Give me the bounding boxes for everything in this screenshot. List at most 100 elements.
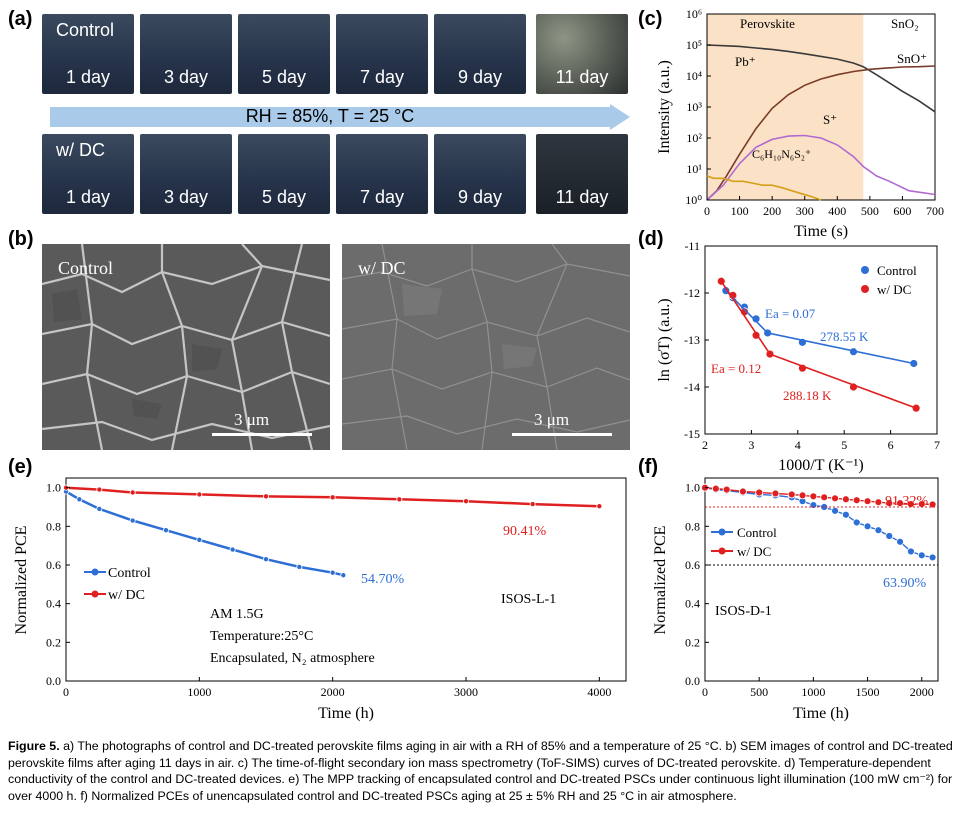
y-axis-label: Normalized PCE: [652, 526, 669, 635]
annotation-dc-end: 91.32%: [885, 494, 929, 509]
y-tick-label: 10²: [686, 131, 702, 145]
data-point: [863, 522, 872, 531]
legend-marker-dc: [718, 547, 726, 555]
x-tick-label: 1000: [187, 685, 211, 699]
series-label-c6: C₆H₁₀N₆S₂⁺: [752, 147, 811, 161]
series-line: [706, 65, 936, 201]
legend-label-dc: w/ DC: [737, 544, 771, 559]
region-label-sno2: SnO₂: [891, 16, 919, 31]
photo-row-dc: w/ DC 1 day 3 day 5 day 7 day 9 day 11 d…: [42, 134, 632, 214]
y-tick-label: 0.6: [685, 558, 700, 572]
data-point: [809, 492, 818, 501]
photo-dc-9: 9 day: [434, 134, 526, 214]
day-label: 5 day: [261, 187, 307, 207]
y-tick-label: 0.8: [46, 519, 61, 533]
data-point: [831, 506, 839, 515]
data-point: [711, 484, 720, 493]
legend-marker-dc: [861, 285, 869, 293]
x-tick-label: 2: [702, 438, 708, 452]
legend-marker-control: [861, 266, 869, 274]
arrow-shape: [50, 104, 630, 130]
annotation-control-end: 54.70%: [361, 572, 405, 587]
x-tick-label: 1000: [801, 685, 825, 699]
data-point: [874, 498, 883, 507]
annotation-condition-1: AM 1.5G: [210, 607, 264, 622]
figure-caption-text: a) The photographs of control and DC-tre…: [8, 739, 953, 803]
day-label: 11 day: [555, 187, 609, 207]
y-tick-label: 0.0: [46, 674, 61, 688]
sem-texture-control: [42, 244, 330, 450]
data-point: [852, 518, 861, 527]
day-label: 1 day: [65, 67, 111, 87]
data-point: [885, 532, 894, 540]
day-label: 3 day: [163, 187, 209, 207]
panel-label-b: (b): [8, 228, 34, 250]
chart-e-mpp-tracking: 0 1000 2000 3000 4000 0.0 0.2 0.4 0.6 0.8 1.0 Cont…: [13, 477, 627, 722]
data-point: [196, 536, 203, 543]
figure-caption-label: Figure 5.: [8, 739, 60, 753]
x-tick-label: 1500: [856, 685, 880, 699]
photo-control-11: 11 day: [536, 14, 628, 94]
x-tick-label: 200: [763, 204, 781, 218]
plot-frame: [704, 477, 939, 682]
day-label: 7 day: [359, 187, 405, 207]
data-point: [462, 498, 469, 505]
x-axis-label: 1000/T (K⁻¹): [778, 457, 863, 474]
y-tick-label: -15: [684, 427, 700, 441]
y-axis-label: ln (σT) (a.u.): [656, 298, 673, 381]
control-row-tag: Control: [56, 20, 115, 40]
scale-bar: 3 μm: [512, 410, 612, 436]
y-axis-label: Intensity (a.u.): [656, 60, 673, 154]
fit-line: [769, 353, 917, 409]
x-tick-label: 700: [926, 204, 944, 218]
annotation-condition-2: Temperature:25°C: [210, 629, 313, 644]
sem-dc-tag: w/ DC: [358, 258, 406, 278]
photo-row-control: Control 1 day 3 day 5 day 7 day 9 day 11…: [42, 14, 632, 94]
data-point: [76, 496, 83, 503]
data-point: [917, 551, 926, 560]
data-point: [896, 499, 904, 508]
photo-dc-1: w/ DC 1 day: [42, 134, 134, 214]
y-tick-label: 0.2: [685, 635, 700, 649]
tick-group: 0 500 1000 1500 2000 0.0 0.2 0.4 0.6 0.8 1.0: [685, 481, 934, 699]
tick-group: 0 1000 2000 3000 4000 0.0 0.2 0.4 0.6 0.8 1.0: [46, 481, 611, 699]
y-tick-label: 1.0: [685, 481, 700, 495]
annotation-condition-3: Encapsulated, N₂ atmosphere: [210, 651, 375, 666]
photo-dc-5: 5 day: [238, 134, 330, 214]
fit-line: [767, 332, 914, 365]
data-point: [596, 503, 603, 510]
y-axis-label: Normalized PCE: [13, 526, 30, 635]
data-point: [529, 501, 536, 508]
x-tick-label: 0: [704, 204, 710, 218]
series-line: [706, 44, 936, 113]
y-tick-label: 1.0: [46, 481, 61, 495]
chart-f-unencapsulated-pce: 0 500 1000 1500 2000 0.0 0.2 0.4 0.6 0.8 1.0 Contr…: [652, 477, 939, 722]
data-point: [809, 501, 818, 509]
day-label: 3 day: [163, 67, 209, 87]
annotation-ea-dc: Ea = 0.12: [711, 361, 761, 376]
data-point: [340, 572, 347, 579]
y-tick-label: 0.4: [685, 597, 700, 611]
y-tick-label: -12: [684, 286, 700, 300]
data-point: [196, 491, 203, 498]
dc-row-tag: w/ DC: [56, 140, 105, 160]
series-group: [706, 44, 936, 201]
annotation-temp-control: 278.55 K: [820, 329, 869, 344]
annotation-protocol: ISOS-L-1: [501, 592, 556, 607]
x-axis-label: Time (h): [793, 705, 849, 722]
data-point: [852, 496, 861, 505]
annotation-protocol: ISOS-D-1: [715, 604, 772, 619]
data-point: [798, 491, 807, 500]
data-point: [751, 314, 761, 324]
x-axis-label: Time (h): [318, 705, 374, 722]
photo-control-1: Control 1 day: [42, 14, 134, 94]
x-tick-label: 5: [841, 438, 847, 452]
photo-control-5: 5 day: [238, 14, 330, 94]
series-group: [701, 483, 938, 566]
y-tick-label: 0.0: [685, 674, 700, 688]
series-label-sno: SnO⁺: [897, 51, 927, 66]
y-tick-label: 10⁴: [686, 69, 702, 83]
legend-label-control: Control: [737, 525, 777, 540]
data-point: [874, 526, 883, 535]
data-point: [229, 546, 236, 553]
